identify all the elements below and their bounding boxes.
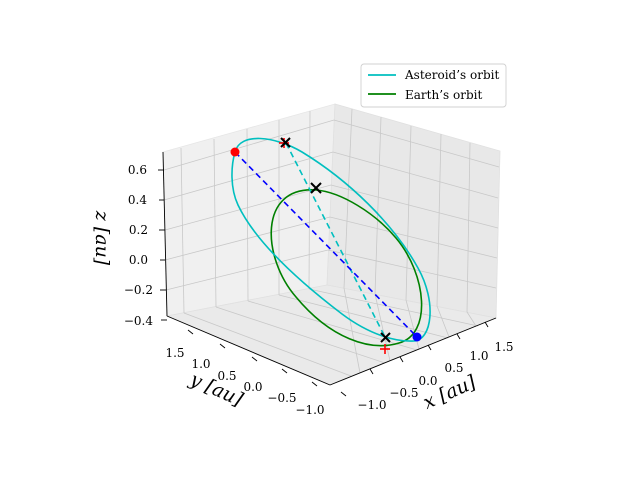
y-axis-label: y [au] [186, 368, 247, 411]
z-tick-label: 0.6 [128, 163, 147, 177]
grid-line [466, 311, 477, 327]
x-tick [369, 368, 374, 375]
x-tick-label: 0.0 [418, 374, 437, 388]
x-tick-label: 0.5 [444, 361, 463, 375]
blue-point-marker [412, 332, 422, 342]
grid [163, 108, 500, 377]
x-tick-label: 1.5 [494, 340, 513, 354]
x-tick [399, 356, 404, 363]
grid-line [163, 119, 500, 171]
grid-line [308, 110, 311, 290]
legend: Asteroid’s orbit Earth’s orbit [360, 63, 507, 108]
x-tick-label: −1.0 [357, 398, 386, 412]
x-tick-labels: −1.0 −0.5 0.0 0.5 1.0 1.5 [357, 340, 513, 412]
z-tick-label: −0.4 [124, 314, 154, 328]
grid-line [163, 151, 499, 201]
grid-line [436, 305, 450, 338]
grid-line [164, 216, 498, 261]
grid-line [278, 294, 449, 339]
x-marker [380, 332, 391, 343]
y-tick-label: 0.5 [217, 369, 236, 383]
z-tick-label: 0.2 [129, 223, 148, 237]
grid-line [213, 138, 217, 308]
grid-line [466, 142, 471, 313]
tick-marks [158, 169, 489, 397]
x-tick [427, 344, 432, 351]
legend-box [360, 63, 507, 108]
axes [162, 151, 497, 386]
grid-line [405, 125, 412, 301]
legend-label-asteroid: Asteroid’s orbit [404, 68, 499, 82]
x-tick [456, 333, 461, 340]
x-tick-label: −0.5 [389, 386, 418, 400]
z-tick-label: 0.0 [129, 253, 148, 267]
z-tick-labels: 0.6 0.4 0.2 0.0 −0.2 −0.4 [124, 163, 154, 328]
red-plus-marker [380, 344, 390, 354]
blue-dashed-line [234, 151, 418, 338]
y-tick-label: −0.5 [267, 391, 296, 405]
x-marker [310, 182, 322, 194]
x-tick [484, 321, 489, 328]
grid-line [183, 312, 352, 377]
grid-line [308, 288, 479, 327]
x-tick-label: 1.0 [469, 349, 488, 363]
grid-line [215, 306, 386, 364]
z-tick-label: −0.2 [124, 283, 153, 297]
grid-line [180, 147, 185, 314]
z-axis-line [162, 151, 168, 317]
y-tick [340, 391, 347, 397]
y-tick-label: 1.5 [165, 346, 184, 360]
legend-label-earth: Earth’s orbit [405, 88, 482, 102]
earth-orbit-line [270, 189, 423, 347]
y-tick [251, 356, 258, 362]
asteroid-dashed-line [285, 142, 386, 338]
right-pane [326, 103, 501, 319]
y-tick-labels: 1.5 1.0 0.5 0.0 −0.5 −1.0 [165, 346, 324, 417]
y-tick-label: 1.0 [191, 357, 210, 371]
grid-line [343, 287, 361, 374]
x-marker [280, 137, 291, 148]
red-point-marker [230, 147, 240, 157]
grid-line [343, 108, 353, 289]
y-axis-line [166, 315, 331, 386]
y-tick [187, 329, 194, 335]
y-tick [219, 343, 226, 349]
grid-line [374, 293, 391, 362]
grid-line [246, 128, 249, 302]
y-tick-label: −1.0 [295, 403, 324, 417]
y-tick-label: 0.0 [243, 380, 262, 394]
grid-line [374, 116, 382, 295]
grid-line [164, 184, 499, 231]
x-axis-line [329, 317, 497, 386]
grid-line [436, 133, 442, 307]
grid-line [165, 249, 497, 291]
y-tick [311, 381, 318, 387]
z-axis-label: z [au] [91, 210, 113, 266]
y-tick [281, 368, 288, 374]
z-tick-label: 0.4 [128, 193, 147, 207]
